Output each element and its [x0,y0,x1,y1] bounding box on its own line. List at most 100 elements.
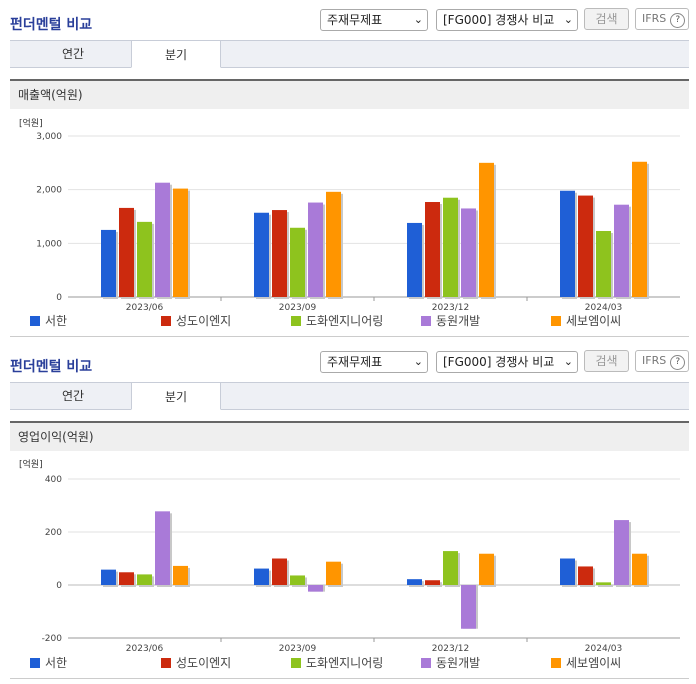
ifrs-label: IFRS [642,12,667,25]
bar-세보엠이씨 [326,191,341,297]
bar-도화엔지니어링 [290,227,305,297]
period-tabs: 연간 분기 [10,382,689,410]
legend-label: 서한 [45,656,68,670]
bar-동원개발 [614,520,629,585]
y-tick-label: 3,000 [36,132,62,142]
bar-동원개발 [614,204,629,297]
legend-item[interactable]: 서한 [30,654,67,671]
chevron-down-icon: ⌄ [563,355,573,368]
legend-item[interactable]: 성도이엔지 [161,654,231,671]
legend-item[interactable]: 도화엔지니어링 [291,654,383,671]
x-tick-label: 2024/03 [585,644,622,652]
legend-item[interactable]: 동원개발 [421,654,480,671]
bar-도화엔지니어링 [443,197,458,297]
operating-profit-chart: [억원] -200 0 200 400 2023/06 2023/09 2023/12 2024… [19,458,680,652]
tab-quarterly[interactable]: 분기 [131,382,221,410]
compare-select-value: [FG000] 경쟁사 비교 [443,13,555,27]
bar-세보엠이씨 [632,553,647,585]
ifrs-help-button[interactable]: IFRS? [635,8,689,30]
chevron-down-icon: ⌄ [413,355,423,368]
bar-동원개발 [308,202,323,297]
x-tick-label: 2023/09 [279,303,317,313]
statement-select[interactable]: 주재무제표 ⌄ [320,9,428,31]
x-tick-label: 2023/12 [432,303,469,313]
bar-도화엔지니어링 [596,582,611,585]
bar-성도이엔지 [272,558,287,585]
bar-성도이엔지 [578,195,593,297]
bar-세보엠이씨 [479,553,494,585]
legend-item[interactable]: 세보엠이씨 [551,312,621,329]
legend-item[interactable]: 동원개발 [421,312,480,329]
legend-swatch [551,316,561,326]
x-tick-label: 2024/03 [585,303,622,313]
unit-label: [억원] [19,458,43,470]
bar-세보엠이씨 [326,561,341,585]
legend-label: 세보엠이씨 [566,656,622,670]
legend-item[interactable]: 서한 [30,312,67,329]
search-button[interactable]: 검색 [584,350,629,372]
legend-label: 성도이엔지 [176,314,232,328]
compare-select[interactable]: [FG000] 경쟁사 비교 ⌄ [436,351,578,373]
bar-도화엔지니어링 [290,575,305,585]
bar-서한 [101,569,116,585]
legend-swatch [291,316,301,326]
bar-서한 [101,229,116,297]
compare-select-value: [FG000] 경쟁사 비교 [443,355,555,369]
legend-swatch [421,658,431,668]
legend-swatch [161,658,171,668]
bar-성도이엔지 [119,207,134,297]
legend-item[interactable]: 도화엔지니어링 [291,312,383,329]
divider [10,336,689,337]
bar-서한 [560,190,575,297]
bar-도화엔지니어링 [596,230,611,297]
bar-세보엠이씨 [173,188,188,297]
bar-서한 [407,579,422,585]
y-tick-label: 0 [56,293,62,303]
tab-annual[interactable]: 연간 [61,47,85,61]
legend-swatch [291,658,301,668]
chevron-down-icon: ⌄ [413,13,423,26]
chart-subtitle: 매출액(억원) [10,79,689,109]
legend-label: 성도이엔지 [176,656,232,670]
period-tabs: 연간 분기 [10,40,689,68]
bar-성도이엔지 [119,572,134,585]
bar-shadow [598,584,613,587]
bar-동원개발 [308,585,323,592]
x-tick-label: 2023/09 [279,644,317,652]
statement-select-value: 주재무제표 [327,355,383,369]
legend-label: 도화엔지니어링 [306,656,384,670]
chart-subtitle: 영업이익(억원) [10,421,689,451]
bar-성도이엔지 [425,202,440,297]
legend-label: 도화엔지니어링 [306,314,384,328]
y-tick-label: 200 [45,528,62,538]
y-tick-label: 0 [56,581,62,591]
legend-swatch [161,316,171,326]
bar-동원개발 [155,511,170,585]
unit-label: [억원] [19,117,43,129]
divider [10,678,689,679]
legend-item[interactable]: 성도이엔지 [161,312,231,329]
ifrs-label: IFRS [642,354,667,367]
bar-도화엔지니어링 [137,221,152,297]
tab-quarterly[interactable]: 분기 [131,40,221,68]
x-tick-label: 2023/12 [432,644,469,652]
bar-도화엔지니어링 [443,551,458,585]
x-tick-label: 2023/06 [126,644,164,652]
legend-label: 세보엠이씨 [566,314,622,328]
bar-도화엔지니어링 [137,574,152,585]
bar-서한 [254,212,269,297]
ifrs-help-button[interactable]: IFRS? [635,350,689,372]
legend-label: 동원개발 [436,656,481,670]
legend-label: 동원개발 [436,314,481,328]
y-tick-label: 2,000 [36,186,62,196]
search-button[interactable]: 검색 [584,8,629,30]
tab-annual[interactable]: 연간 [61,389,85,403]
legend-swatch [551,658,561,668]
compare-select[interactable]: [FG000] 경쟁사 비교 ⌄ [436,9,578,31]
legend-swatch [30,316,40,326]
chevron-down-icon: ⌄ [563,13,573,26]
bar-동원개발 [155,182,170,297]
bar-세보엠이씨 [632,161,647,297]
legend-item[interactable]: 세보엠이씨 [551,654,621,671]
statement-select[interactable]: 주재무제표 ⌄ [320,351,428,373]
